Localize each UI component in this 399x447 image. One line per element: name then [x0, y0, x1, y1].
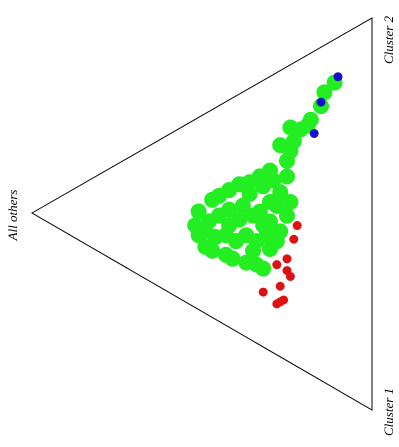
point — [258, 287, 268, 297]
point — [272, 260, 282, 270]
point — [221, 201, 238, 218]
point — [224, 250, 241, 267]
point — [272, 137, 289, 154]
point — [190, 203, 207, 220]
point — [289, 234, 299, 244]
point — [279, 295, 289, 305]
point — [245, 207, 261, 224]
point — [316, 84, 333, 101]
point — [197, 223, 214, 240]
point — [204, 191, 221, 208]
point — [262, 213, 278, 230]
point — [268, 197, 285, 214]
point — [282, 194, 299, 210]
point — [282, 119, 299, 136]
triangle — [30, 17, 373, 411]
point — [275, 281, 285, 291]
point — [279, 152, 295, 169]
vertex-label: Cluster 1 — [381, 388, 396, 436]
point — [279, 207, 295, 224]
point — [204, 242, 221, 259]
vertex-label: All others — [5, 190, 20, 242]
point — [234, 197, 251, 214]
point — [333, 72, 343, 82]
point — [279, 168, 295, 185]
point — [245, 242, 261, 259]
point — [272, 184, 289, 201]
point — [316, 97, 326, 107]
point — [272, 223, 289, 240]
point — [292, 221, 302, 231]
point — [255, 260, 272, 277]
vertex-label: Cluster 2 — [381, 15, 396, 64]
point — [285, 271, 295, 281]
point — [282, 254, 292, 264]
point — [241, 186, 258, 203]
point — [272, 299, 282, 309]
point — [258, 227, 275, 244]
point — [265, 172, 282, 189]
point — [309, 128, 319, 138]
